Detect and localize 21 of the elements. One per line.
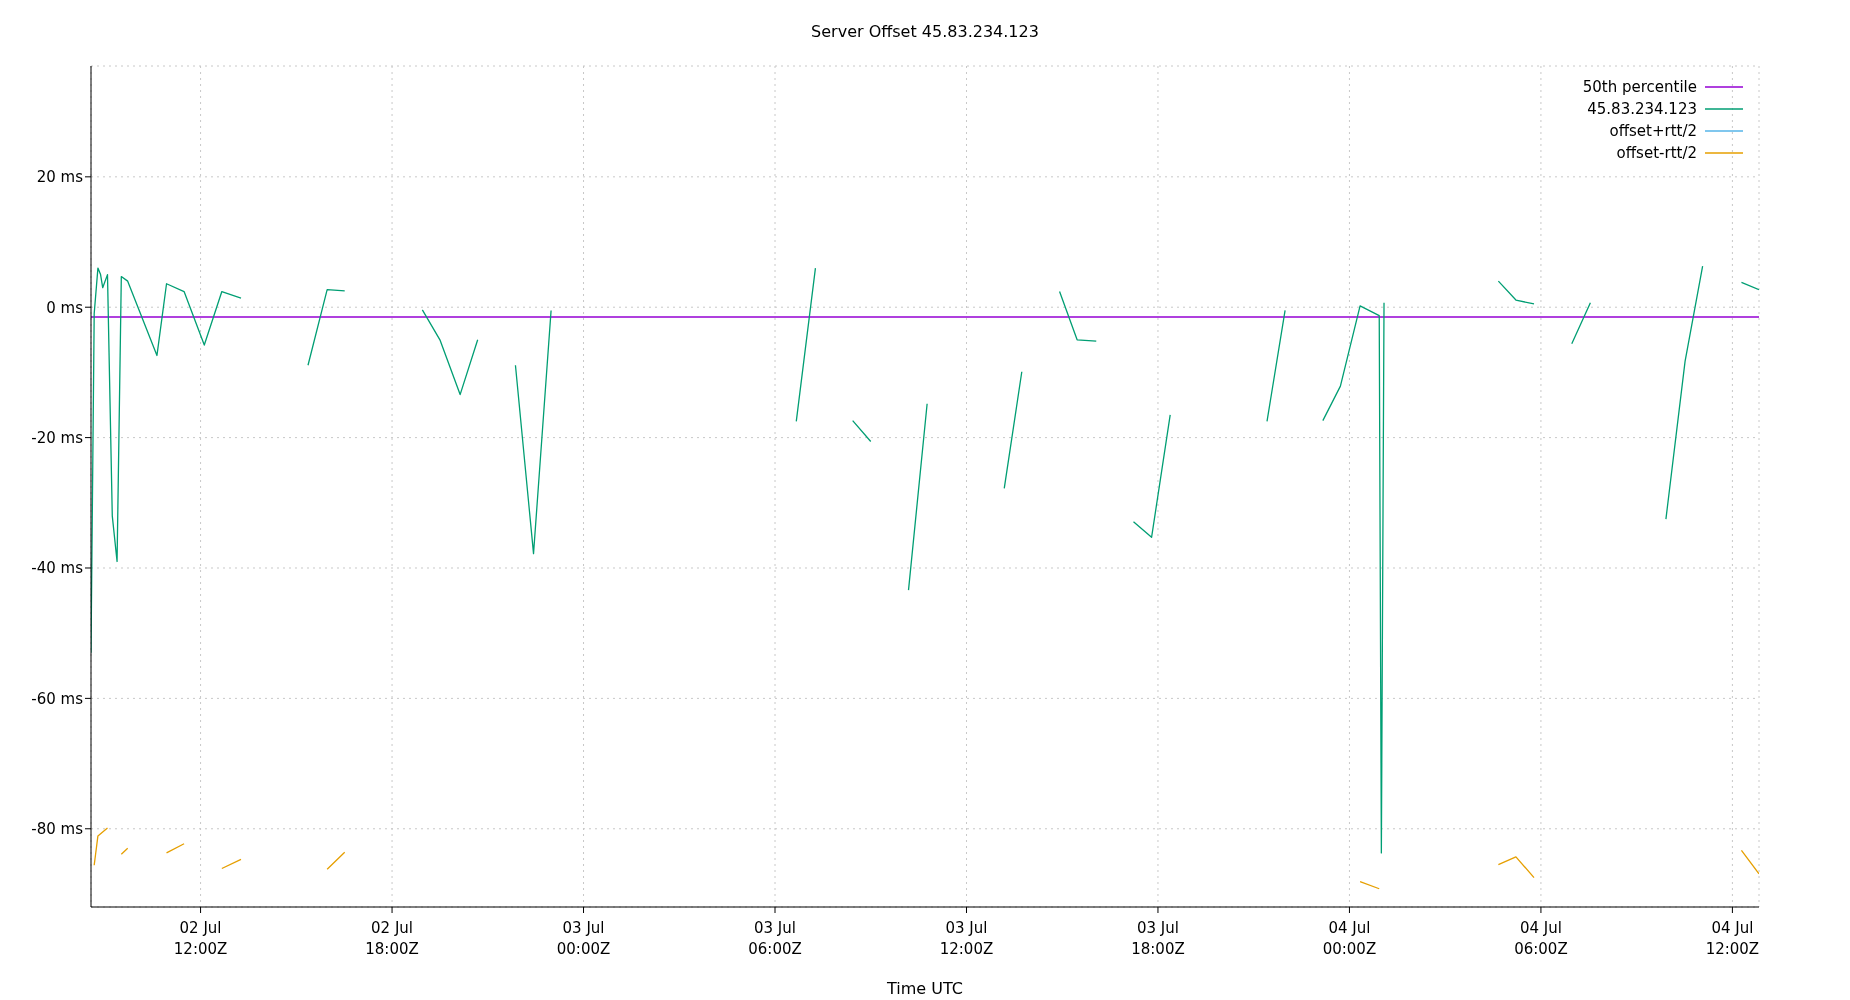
y-tick-label: 0 ms bbox=[46, 298, 84, 317]
legend-label: offset+rtt/2 bbox=[1609, 122, 1697, 140]
x-tick-label: 04 Jul 06:00Z bbox=[1514, 919, 1568, 958]
x-tick-label: 03 Jul 12:00Z bbox=[939, 919, 994, 958]
x-tick-label: 03 Jul 06:00Z bbox=[748, 919, 802, 958]
legend-label: 50th percentile bbox=[1582, 78, 1697, 96]
legend-label: 45.83.234.123 bbox=[1587, 100, 1697, 118]
x-tick-label: 03 Jul 18:00Z bbox=[1131, 919, 1185, 958]
x-tick-label: 04 Jul 00:00Z bbox=[1322, 919, 1377, 958]
x-axis-title: Time UTC bbox=[886, 979, 963, 998]
x-tick-label: 02 Jul 12:00Z bbox=[173, 919, 228, 958]
y-tick-label: -40 ms bbox=[31, 559, 84, 578]
legend-label: offset-rtt/2 bbox=[1616, 144, 1697, 162]
chart-title: Server Offset 45.83.234.123 bbox=[810, 22, 1040, 41]
y-tick-label: -60 ms bbox=[31, 689, 84, 708]
x-tick-label: 02 Jul 18:00Z bbox=[365, 919, 419, 958]
x-tick-label: 04 Jul 12:00Z bbox=[1705, 919, 1760, 958]
y-tick-label: -20 ms bbox=[31, 428, 84, 447]
y-tick-label: -80 ms bbox=[31, 820, 84, 839]
x-tick-label: 03 Jul 00:00Z bbox=[556, 919, 611, 958]
y-tick-label: 20 ms bbox=[36, 168, 84, 187]
